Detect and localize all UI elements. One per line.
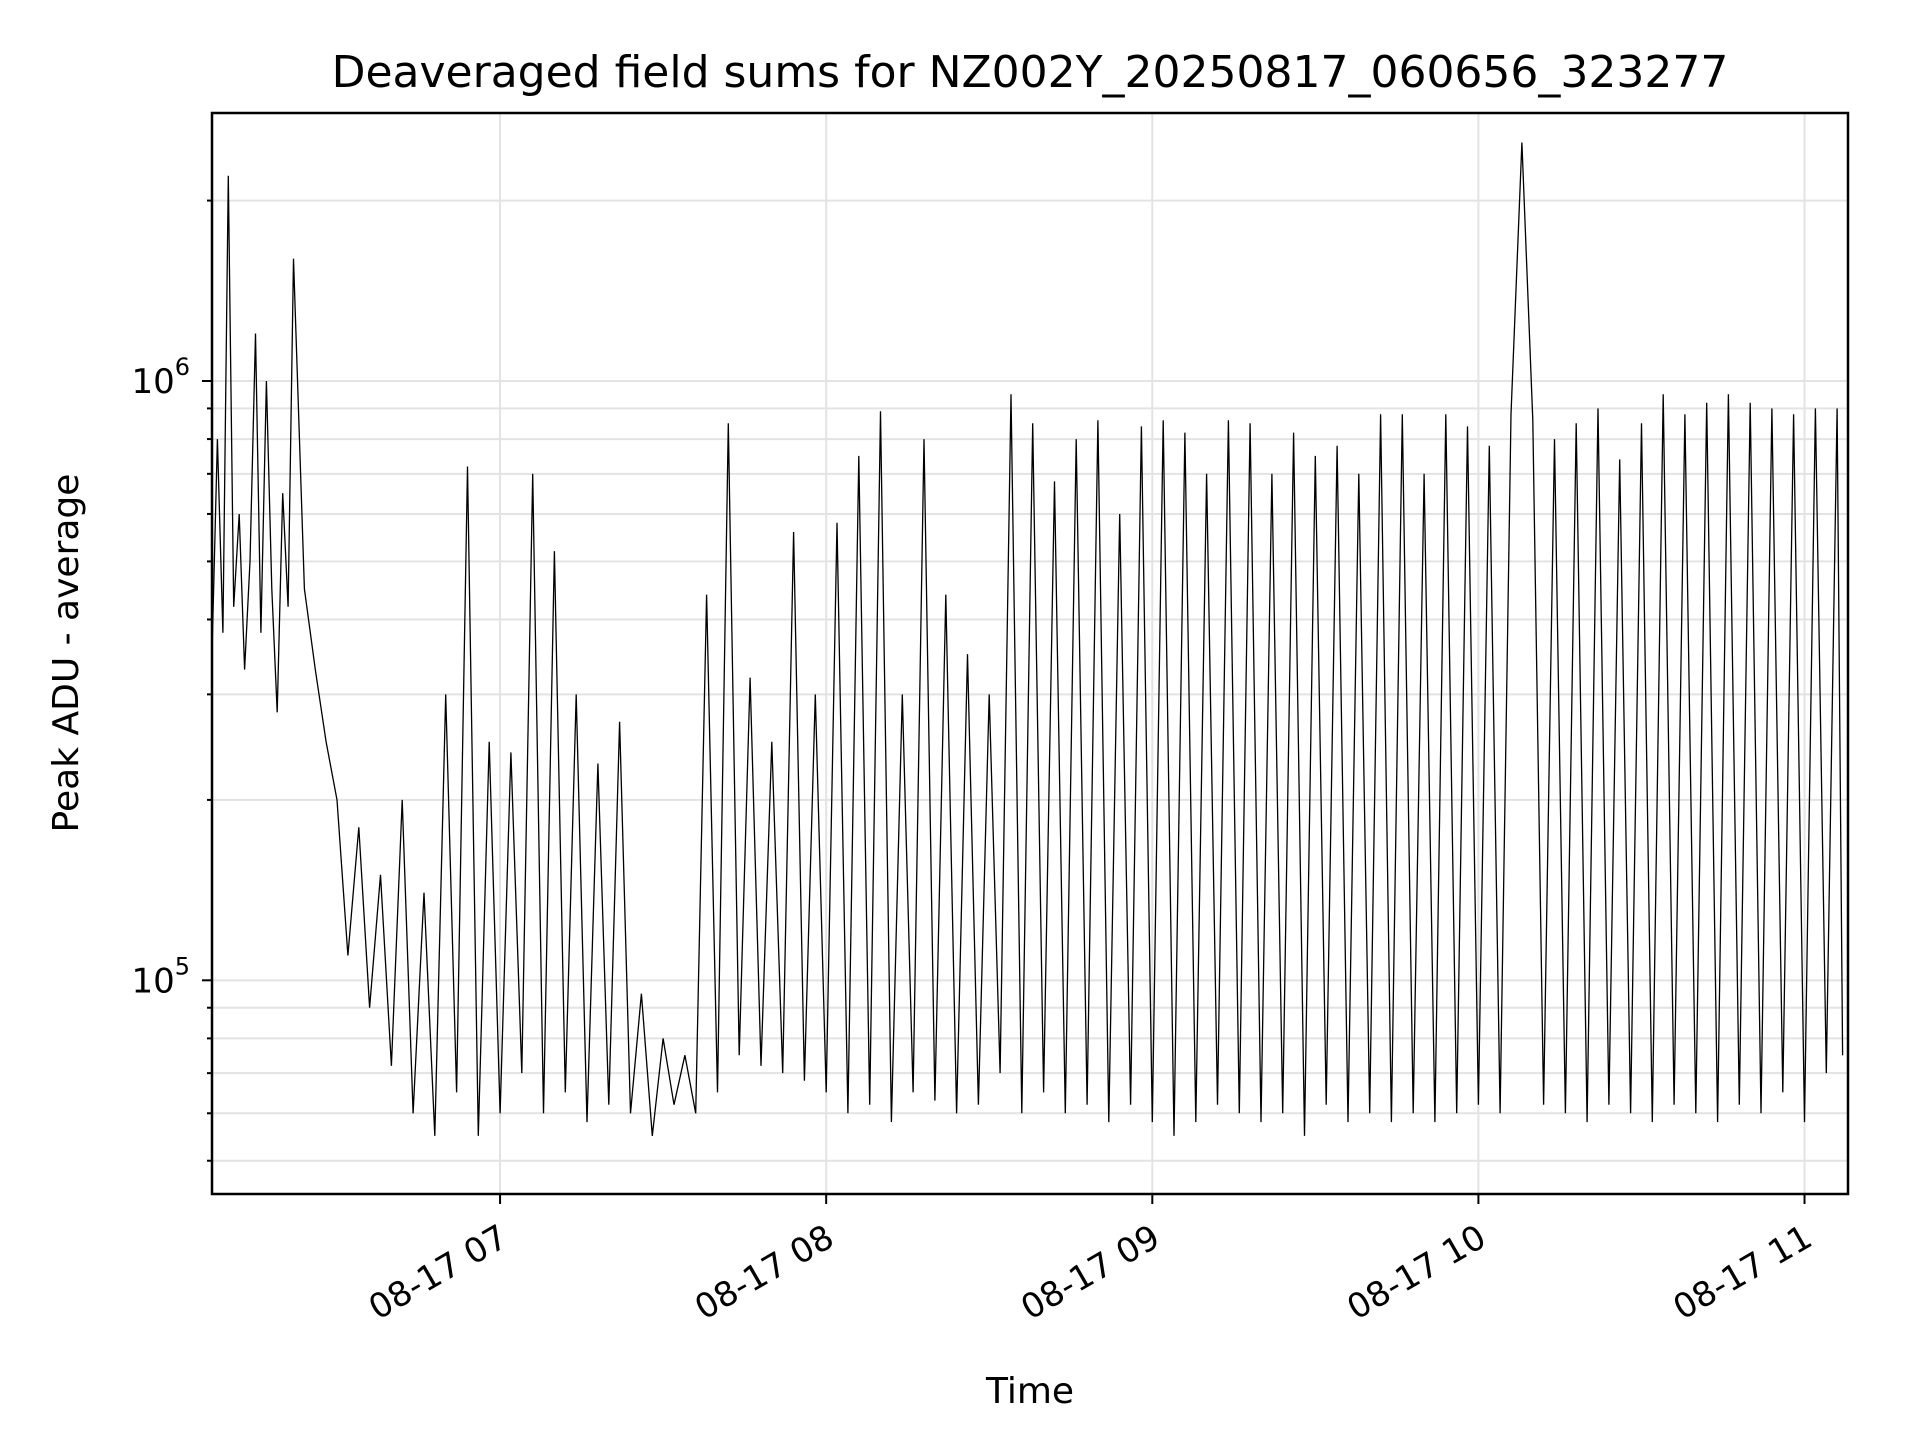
plot-frame	[210, 111, 1850, 1196]
chart-title: Deaveraged field sums for NZ002Y_2025081…	[332, 47, 1729, 98]
x-tick-label: 08-17 10	[1341, 1217, 1493, 1328]
x-tick-label: 08-17 07	[362, 1217, 514, 1328]
y-axis-label: Peak ADU - average	[46, 474, 87, 833]
y-tick-label: 105	[131, 952, 190, 1001]
y-axis: 105 106	[131, 199, 212, 1162]
x-tick-label: 08-17 11	[1667, 1217, 1819, 1328]
x-tick-label: 08-17 09	[1014, 1217, 1166, 1328]
x-axis: 08-17 07 08-17 08 08-17 09 08-17 10 08-17 11	[362, 1194, 1819, 1328]
x-tick-label: 08-17 08	[688, 1217, 840, 1328]
x-axis-label: Time	[985, 1371, 1074, 1412]
series-line	[211, 142, 1844, 1136]
y-tick-label: 106	[131, 353, 190, 402]
series-layer	[211, 142, 1844, 1136]
